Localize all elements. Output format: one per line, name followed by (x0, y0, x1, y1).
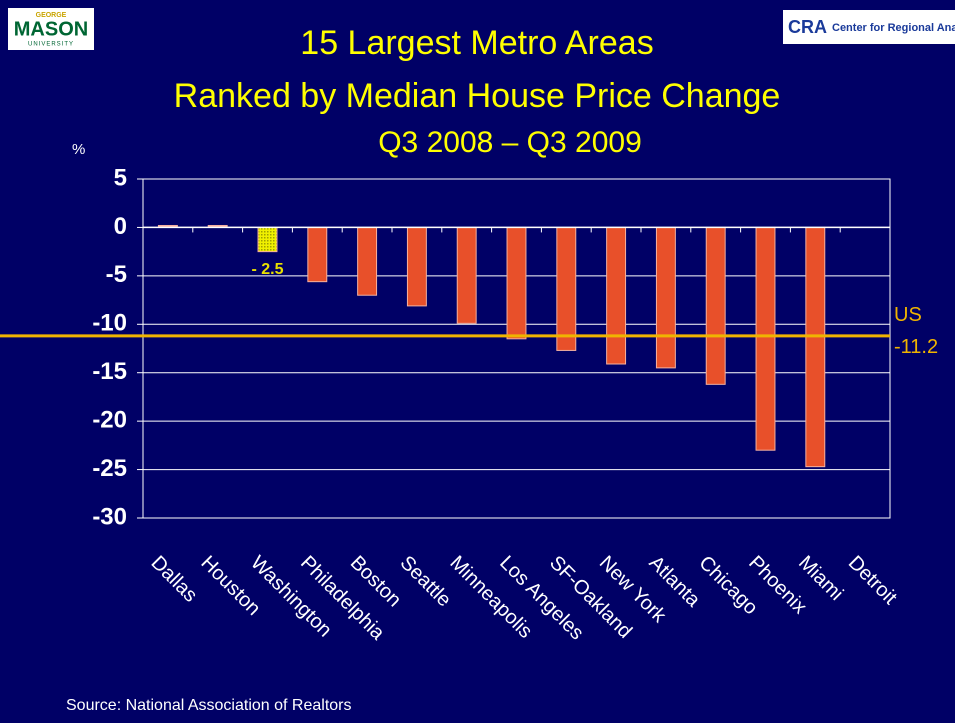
y-tick-label: -30 (92, 503, 127, 530)
bar (257, 226, 278, 253)
bar (406, 226, 427, 307)
bar (655, 226, 676, 369)
chart-period: Q3 2008 – Q3 2009 (378, 126, 642, 159)
logo-left (8, 8, 94, 50)
y-tick-label: -5 (106, 261, 127, 288)
bar (456, 226, 477, 324)
logo-right (783, 10, 955, 44)
y-tick-label: -10 (92, 310, 127, 337)
bar (506, 226, 527, 340)
bar (755, 226, 776, 451)
bar (307, 226, 328, 283)
logo-text: UNIVERSITY (28, 42, 74, 48)
y-tick-label: -15 (92, 358, 127, 385)
bar (357, 226, 378, 296)
y-tick-label: -20 (92, 406, 127, 433)
logo-text: CRA (788, 17, 827, 37)
reference-value: -11.2 (894, 336, 938, 358)
logo-text: Center for Regional Analy (832, 22, 955, 34)
y-tick-label: -25 (92, 455, 127, 482)
bar (606, 226, 627, 365)
y-tick-label: 5 (114, 164, 127, 191)
source: Source: National Association of Realtors (66, 697, 351, 714)
chart-subtitle: Ranked by Median House Price Change (174, 77, 781, 115)
y-unit: % (72, 141, 85, 158)
y-tick-label: 0 (114, 213, 127, 240)
bar (705, 226, 726, 385)
bar (556, 226, 577, 351)
value-label: - 2.5 (251, 261, 283, 278)
chart-title: 15 Largest Metro Areas (300, 24, 653, 62)
logo-text: MASON (14, 18, 88, 40)
logo-text: GEORGE (36, 12, 67, 19)
bar (805, 226, 826, 468)
reference-label: US (894, 304, 922, 326)
